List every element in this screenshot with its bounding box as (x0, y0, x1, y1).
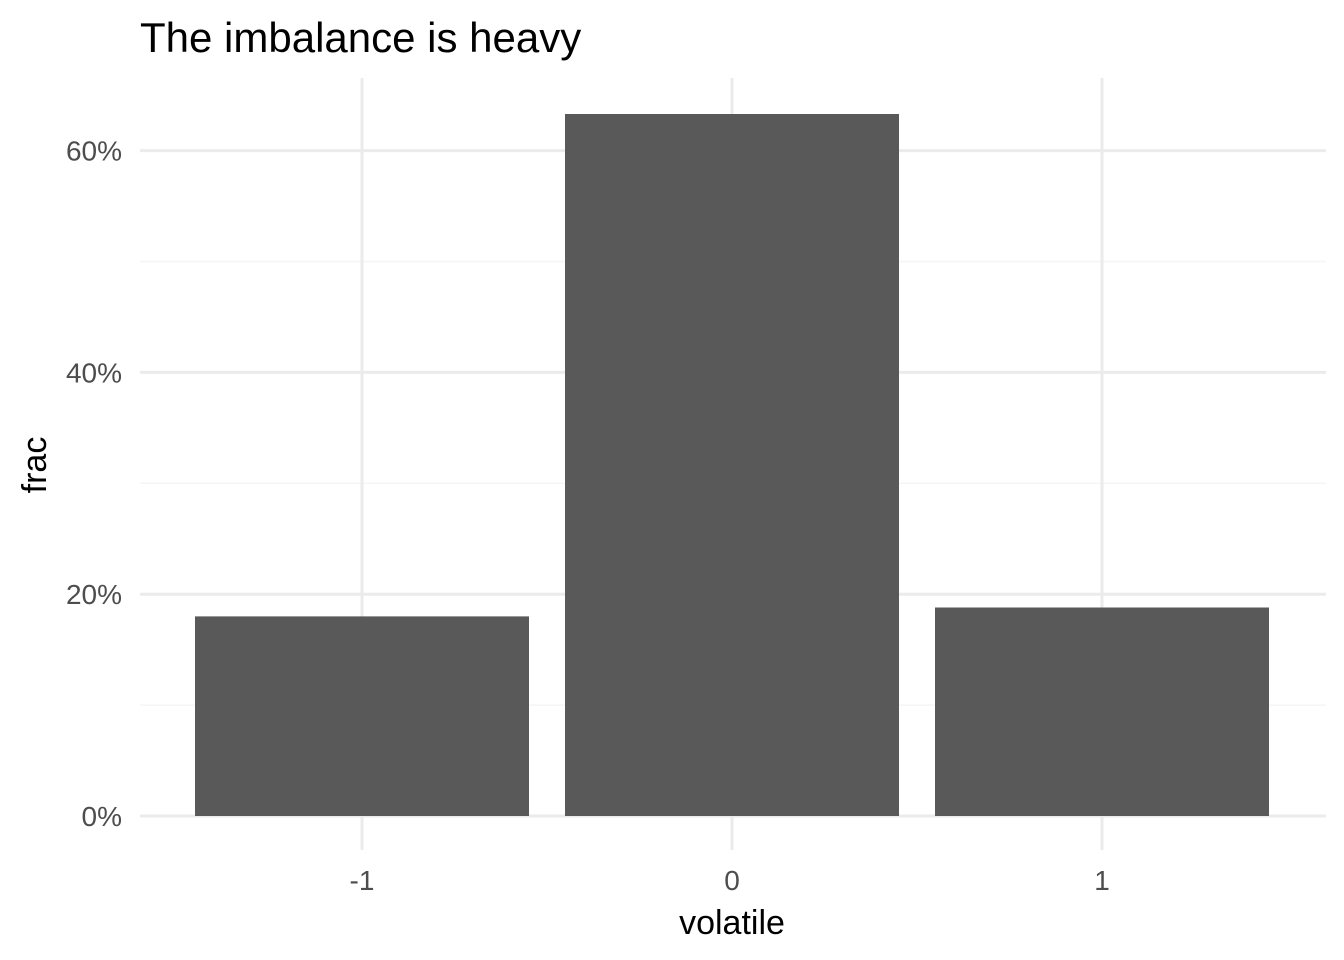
bar--1 (195, 616, 529, 816)
bars (195, 114, 1269, 817)
x-axis-title: volatile (679, 904, 785, 942)
x-tick-label: -1 (350, 865, 375, 896)
y-tick-label: 20% (66, 579, 122, 610)
y-tick-label: 0% (82, 801, 122, 832)
x-tick-label: 1 (1094, 865, 1110, 896)
y-tick-label: 60% (66, 136, 122, 167)
bar-1 (935, 607, 1269, 816)
y-axis-tick-labels: 0% 20% 40% 60% (66, 136, 122, 832)
y-tick-label: 40% (66, 357, 122, 388)
y-axis-title: frac (16, 437, 54, 494)
bar-0 (565, 114, 899, 817)
x-axis-tick-labels: -1 0 1 (350, 865, 1110, 896)
x-tick-label: 0 (724, 865, 740, 896)
chart-title: The imbalance is heavy (140, 14, 581, 61)
